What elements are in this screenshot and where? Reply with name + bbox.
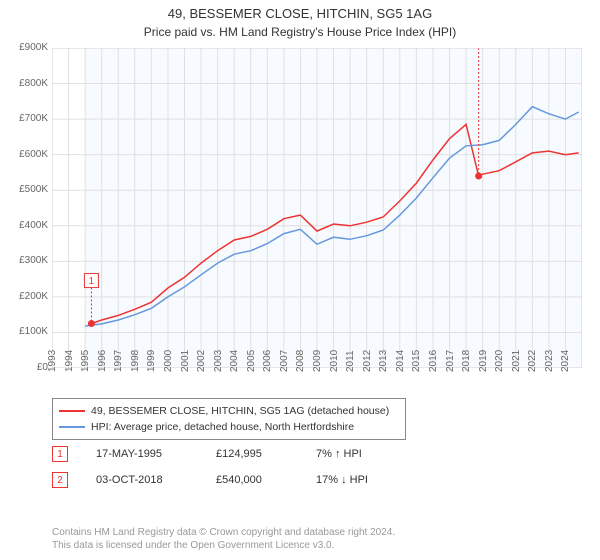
marker-delta: 7% ↑ HPI [316, 448, 416, 460]
marker-badge: 1 [52, 446, 68, 462]
x-tick-label: 1998 [130, 350, 141, 372]
legend-item: 49, BESSEMER CLOSE, HITCHIN, SG5 1AG (de… [59, 403, 399, 419]
x-tick-label: 2020 [494, 350, 505, 372]
y-tick-label: £300K [4, 255, 48, 266]
x-tick-label: 1999 [146, 350, 157, 372]
legend: 49, BESSEMER CLOSE, HITCHIN, SG5 1AG (de… [52, 398, 406, 440]
x-tick-label: 1993 [47, 350, 58, 372]
marker-summary-row: 2 03-OCT-2018 £540,000 17% ↓ HPI [52, 472, 582, 488]
x-tick-label: 2014 [395, 350, 406, 372]
legend-label: 49, BESSEMER CLOSE, HITCHIN, SG5 1AG (de… [91, 405, 389, 417]
chart-plot: 12 [52, 48, 582, 368]
x-tick-label: 2008 [295, 350, 306, 372]
y-tick-label: £600K [4, 149, 48, 160]
footer-line: Contains HM Land Registry data © Crown c… [52, 526, 395, 539]
x-tick-label: 2004 [229, 350, 240, 372]
marker-price: £124,995 [216, 448, 316, 460]
x-tick-label: 2024 [560, 350, 571, 372]
x-tick-label: 2019 [478, 350, 489, 372]
x-tick-label: 2003 [213, 350, 224, 372]
x-tick-label: 2009 [312, 350, 323, 372]
x-tick-label: 2016 [428, 350, 439, 372]
y-tick-label: £0 [4, 362, 48, 373]
y-tick-label: £200K [4, 291, 48, 302]
chart-container: 49, BESSEMER CLOSE, HITCHIN, SG5 1AG Pri… [0, 0, 600, 560]
x-tick-label: 2005 [246, 350, 257, 372]
marker-summary-row: 1 17-MAY-1995 £124,995 7% ↑ HPI [52, 446, 582, 462]
marker-delta: 17% ↓ HPI [316, 474, 416, 486]
marker-badge: 2 [52, 472, 68, 488]
x-tick-label: 2002 [196, 350, 207, 372]
marker-date: 17-MAY-1995 [96, 448, 216, 460]
x-tick-label: 2010 [329, 350, 340, 372]
chart-title: 49, BESSEMER CLOSE, HITCHIN, SG5 1AG [0, 0, 600, 23]
y-tick-label: £700K [4, 113, 48, 124]
x-tick-label: 2000 [163, 350, 174, 372]
legend-item: HPI: Average price, detached house, Nort… [59, 419, 399, 435]
footer: Contains HM Land Registry data © Crown c… [52, 526, 395, 552]
x-tick-label: 1994 [64, 350, 75, 372]
x-tick-label: 2022 [527, 350, 538, 372]
x-tick-label: 2015 [411, 350, 422, 372]
x-tick-label: 2017 [445, 350, 456, 372]
chart-subtitle: Price paid vs. HM Land Registry's House … [0, 23, 600, 39]
marker-date: 03-OCT-2018 [96, 474, 216, 486]
x-tick-label: 1997 [113, 350, 124, 372]
y-tick-label: £800K [4, 78, 48, 89]
x-tick-label: 2007 [279, 350, 290, 372]
x-tick-label: 2018 [461, 350, 472, 372]
y-tick-label: £500K [4, 184, 48, 195]
svg-text:1: 1 [89, 276, 95, 287]
x-tick-label: 2012 [362, 350, 373, 372]
x-tick-label: 1995 [80, 350, 91, 372]
x-tick-label: 2021 [511, 350, 522, 372]
x-tick-label: 2013 [378, 350, 389, 372]
footer-line: This data is licensed under the Open Gov… [52, 539, 395, 552]
y-tick-label: £400K [4, 220, 48, 231]
x-tick-label: 2001 [180, 350, 191, 372]
x-tick-label: 1996 [97, 350, 108, 372]
legend-label: HPI: Average price, detached house, Nort… [91, 421, 354, 433]
x-tick-label: 2023 [544, 350, 555, 372]
legend-swatch [59, 410, 85, 412]
x-tick-label: 2011 [345, 350, 356, 372]
x-tick-label: 2006 [262, 350, 273, 372]
y-tick-label: £900K [4, 42, 48, 53]
legend-swatch [59, 426, 85, 428]
marker-price: £540,000 [216, 474, 316, 486]
y-tick-label: £100K [4, 326, 48, 337]
